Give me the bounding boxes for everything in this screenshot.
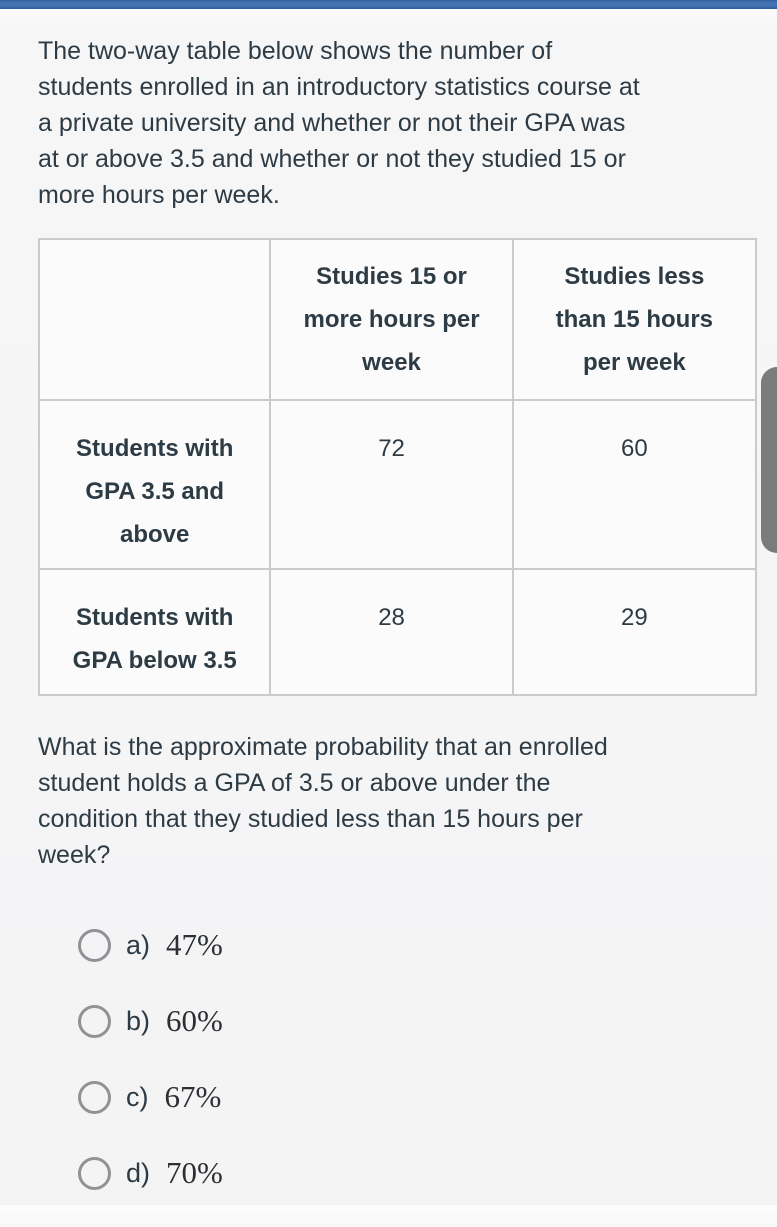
progress-bar [0,0,777,9]
table-header-row: Studies 15 or more hours per week Studie… [37,238,758,401]
option-c[interactable]: c) 67% [78,1075,757,1119]
radio-option-b[interactable] [78,1004,111,1038]
intro-line: The two-way table below shows the number… [38,37,553,65]
question-paragraph: What is the approximate probability that… [38,729,757,873]
scrollbar-thumb[interactable] [761,367,777,553]
intro-line: at or above 3.5 and whether or not they … [38,145,626,173]
header-studies-less-than-15: Studies less than 15 hours per week [511,238,758,401]
question-line: condition that they studied less than 15… [38,805,583,833]
header-empty-cell [37,238,272,401]
option-b[interactable]: b) 60% [78,999,757,1043]
radio-option-c[interactable] [78,1080,111,1114]
cell-value: 29 [511,568,758,696]
cell-value: 72 [269,399,514,570]
intro-line: students enrolled in an introductory sta… [38,73,640,101]
table-row: Students with GPA below 3.5 28 29 [37,568,758,696]
two-way-table: Studies 15 or more hours per week Studie… [37,238,758,696]
question-line: student holds a GPA of 3.5 or above unde… [38,769,551,797]
option-a[interactable]: a) 47% [78,923,757,967]
option-value: 70% [166,1155,223,1190]
option-letter: d) [126,1157,151,1188]
intro-paragraph: The two-way table below shows the number… [38,33,757,213]
option-value: 60% [166,1003,223,1038]
row-label-gpa-below: Students with GPA below 3.5 [37,568,272,696]
answer-options: a) 47% b) 60% c) 67% d) 70% [78,923,757,1195]
cell-value: 28 [269,568,514,696]
header-studies-15-or-more: Studies 15 or more hours per week [269,238,514,401]
question-line: week? [38,841,111,869]
row-label-gpa-above: Students with GPA 3.5 and above [37,399,272,570]
option-letter: c) [126,1081,149,1112]
option-letter: a) [126,929,151,960]
option-d[interactable]: d) 70% [78,1151,757,1195]
radio-option-a[interactable] [78,928,111,962]
question-page: The two-way table below shows the number… [37,33,758,1227]
option-letter: b) [126,1005,151,1036]
option-value: 67% [164,1079,222,1114]
table-row: Students with GPA 3.5 and above 72 60 [37,399,758,570]
radio-option-d[interactable] [78,1156,111,1190]
intro-line: a private university and whether or not … [38,109,626,137]
question-line: What is the approximate probability that… [38,733,608,761]
option-value: 47% [166,927,223,962]
cell-value: 60 [511,399,758,570]
intro-line: more hours per week. [38,181,280,209]
